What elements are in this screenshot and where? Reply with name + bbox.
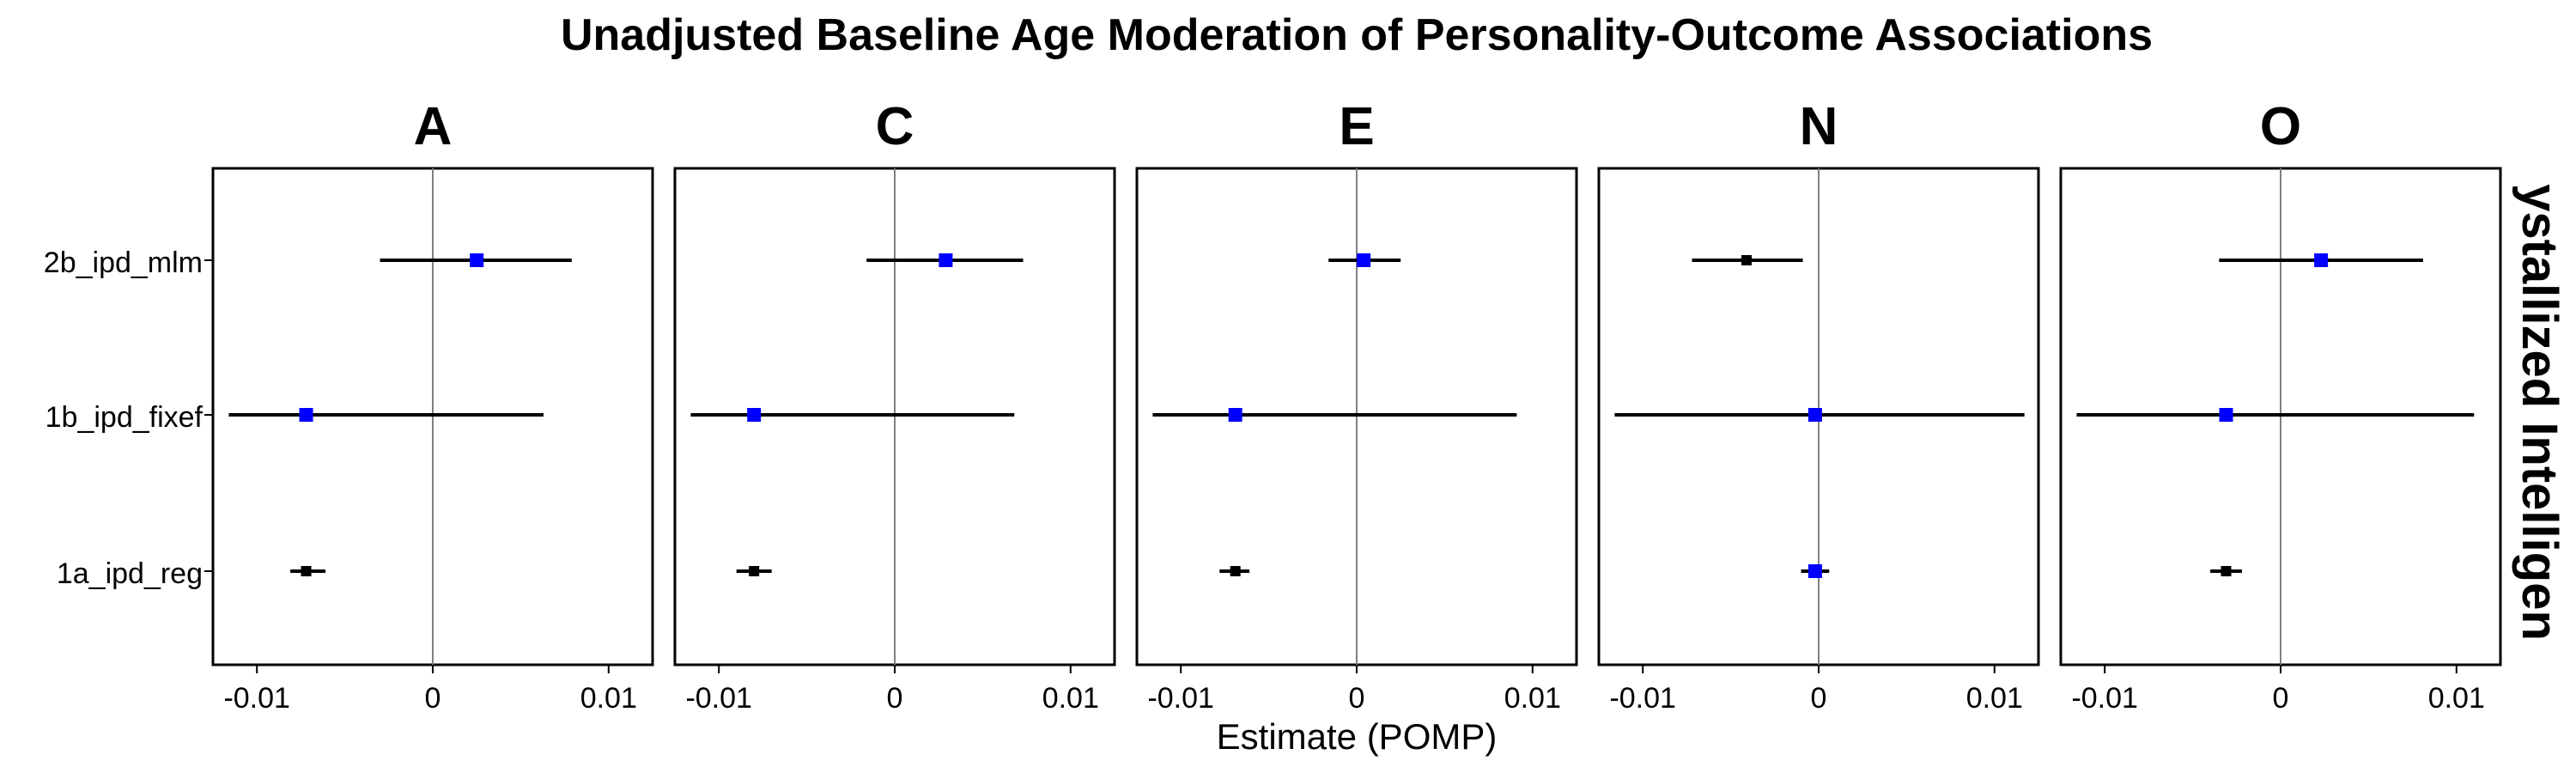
- facet-strip-right: ystallized Intelligen: [2512, 184, 2567, 641]
- x-tick-label: -0.01: [223, 682, 290, 715]
- estimate-point: [470, 253, 484, 267]
- x-tick-label: 0: [2273, 682, 2289, 715]
- estimate-point: [1228, 408, 1242, 422]
- estimate-point: [2314, 253, 2329, 267]
- panel-strip-label: A: [414, 97, 453, 156]
- estimate-point: [2219, 408, 2233, 422]
- panel-C: C -0.01 0 0.01: [673, 97, 1116, 715]
- panel-O: O -0.01 0 0.01: [2059, 97, 2502, 715]
- y-axis-labels: 2b_ipd_mlm 1b_ipd_fixef 1a_ipd_reg: [44, 247, 213, 590]
- x-tick-label: 0: [1811, 682, 1827, 715]
- x-tick-label: 0.01: [1504, 682, 1561, 715]
- estimate-point: [299, 408, 313, 422]
- x-tick-label: 0: [1349, 682, 1365, 715]
- estimate-point: [1741, 255, 1753, 265]
- estimate-point: [1357, 253, 1371, 267]
- x-tick-label: 0: [887, 682, 903, 715]
- panel-E: E -0.01 0 0.01: [1135, 97, 1578, 715]
- facet-panels: A -0.01 0 0.01 C -0.01 0 0.01 E -0.01 0 0.01 N -0.01 0…: [211, 97, 2502, 715]
- estimate-point: [939, 253, 953, 267]
- x-tick-label: -0.01: [685, 682, 752, 715]
- estimate-point: [1230, 566, 1241, 576]
- panel-A: A -0.01 0 0.01: [211, 97, 654, 715]
- estimate-point: [1807, 408, 1822, 422]
- panel-N: N -0.01 0 0.01: [1597, 97, 2040, 715]
- x-tick-label: -0.01: [1147, 682, 1214, 715]
- x-tick-label: 0: [425, 682, 441, 715]
- panel-strip-label: O: [2260, 97, 2301, 156]
- chart-title: Unadjusted Baseline Age Moderation of Pe…: [561, 10, 2153, 60]
- y-tick-label: 1a_ipd_reg: [57, 557, 203, 590]
- estimate-point: [2221, 566, 2232, 576]
- panel-strip-label: E: [1339, 97, 1374, 156]
- y-tick-label: 1b_ipd_fixef: [46, 401, 204, 434]
- x-tick-label: 0.01: [1042, 682, 1099, 715]
- x-tick-label: 0.01: [2428, 682, 2485, 715]
- x-tick-label: 0.01: [580, 682, 637, 715]
- estimate-point: [747, 408, 762, 422]
- estimate-point: [749, 566, 760, 576]
- x-tick-label: -0.01: [1609, 682, 1676, 715]
- panel-strip-label: N: [1800, 97, 1838, 156]
- y-tick-label: 2b_ipd_mlm: [44, 247, 203, 279]
- estimate-point: [1807, 564, 1822, 578]
- panel-strip-label: C: [876, 97, 914, 156]
- estimate-point: [301, 566, 312, 576]
- x-axis-label: Estimate (POMP): [1217, 716, 1498, 757]
- x-tick-label: -0.01: [2071, 682, 2138, 715]
- x-tick-label: 0.01: [1966, 682, 2023, 715]
